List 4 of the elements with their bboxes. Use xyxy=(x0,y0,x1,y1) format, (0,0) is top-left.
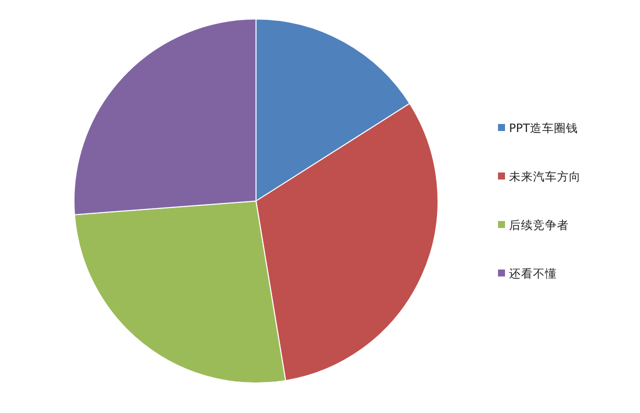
legend-label: 还看不懂 xyxy=(509,266,557,280)
legend-label: 未来汽车方向 xyxy=(509,170,581,184)
legend-label: 后续竞争者 xyxy=(509,218,569,232)
legend-label: PPT造车圈钱 xyxy=(509,121,578,135)
